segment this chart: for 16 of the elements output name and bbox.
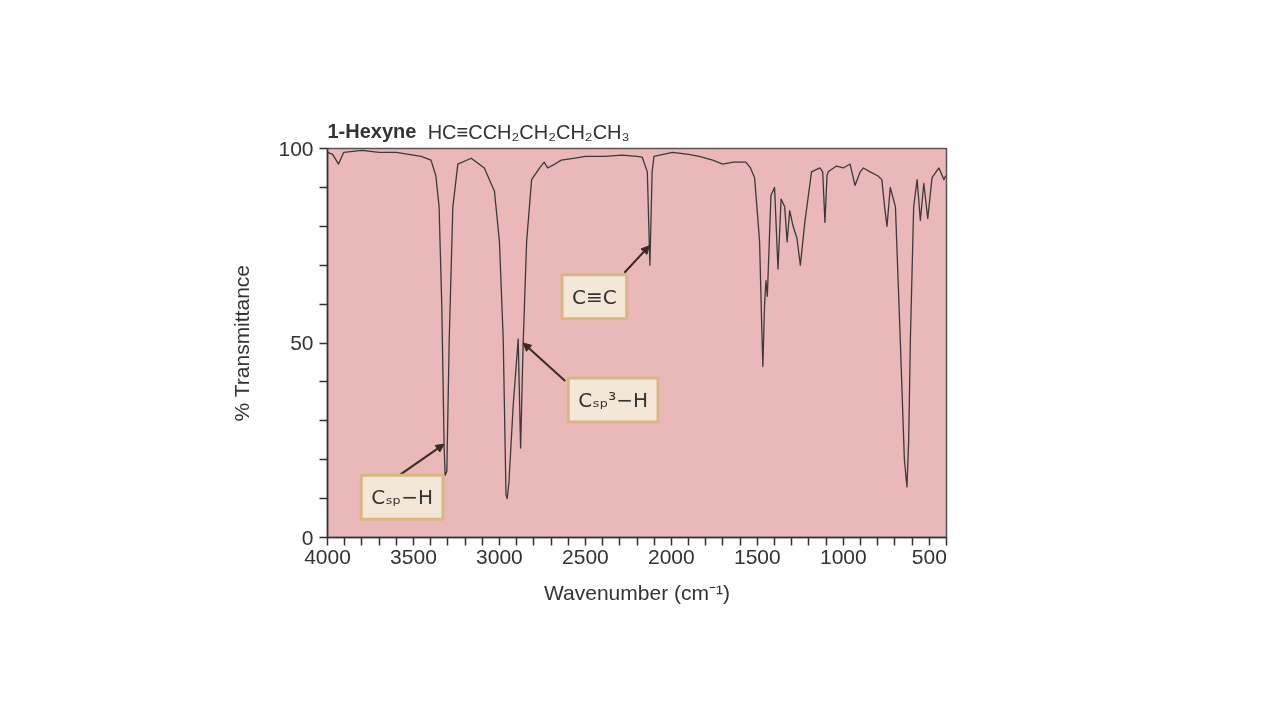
chart-title: 1-Hexyne — [327, 120, 417, 142]
x-axis-title: Wavenumber (cm⁻¹) — [544, 580, 730, 604]
x-tick-label: 1000 — [819, 544, 867, 568]
x-tick-label: 3500 — [390, 544, 437, 568]
x-tick-label: 2000 — [648, 544, 695, 568]
y-tick-label: 100 — [278, 136, 314, 160]
annotation: Cₛₚ³−H — [578, 388, 649, 412]
x-tick-label: 2500 — [562, 544, 609, 568]
annotation: C≡C — [572, 284, 617, 309]
x-tick-label: 3000 — [476, 544, 523, 568]
annotation: Cₛₚ−H — [371, 485, 433, 510]
x-tick-label: 1500 — [734, 544, 781, 568]
chart-subtitle: HC≡CCH₂CH₂CH₂CH₃ — [427, 120, 630, 143]
y-axis-title: % Transmittance — [230, 264, 254, 422]
x-tick-label: 500 — [911, 544, 947, 568]
y-tick-label: 50 — [290, 331, 314, 354]
